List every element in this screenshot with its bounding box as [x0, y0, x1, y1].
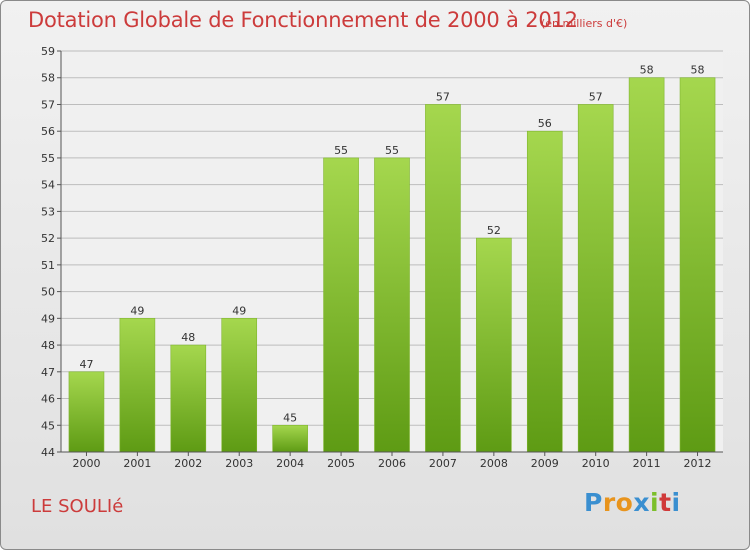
bar-2012: [679, 77, 716, 453]
bar-2010: [577, 104, 614, 453]
chart-title: Dotation Globale de Fonctionnement de 20…: [28, 8, 578, 32]
data-label-2009: 56: [538, 117, 552, 130]
logo-letter: x: [633, 488, 650, 517]
logo-letter: i: [671, 488, 681, 517]
y-tick-label: 57: [41, 98, 55, 111]
y-tick-label: 54: [41, 179, 55, 192]
x-tick-label: 2007: [429, 457, 457, 470]
y-tick-label: 52: [41, 232, 55, 245]
data-label-2003: 49: [232, 304, 246, 317]
x-tick-label: 2010: [582, 457, 610, 470]
bar-2006: [374, 157, 410, 453]
proxiti-logo[interactable]: Proxiti: [584, 488, 681, 517]
data-label-2011: 58: [640, 64, 654, 77]
x-tick-label: 2006: [378, 457, 406, 470]
logo-letter: P: [584, 488, 603, 517]
chart-unit: (en milliers d'€): [541, 17, 628, 30]
bar-2007: [425, 104, 461, 453]
y-tick-label: 48: [41, 339, 55, 352]
data-label-2006: 55: [385, 144, 399, 157]
bar-2005: [323, 157, 359, 453]
bar-2001: [119, 318, 156, 453]
x-tick-label: 2009: [531, 457, 559, 470]
y-tick-label: 45: [41, 419, 55, 432]
logo-letter: t: [659, 488, 672, 517]
x-tick-label: 2001: [123, 457, 151, 470]
y-tick-label: 53: [41, 205, 55, 218]
x-tick-label: 2004: [276, 457, 304, 470]
x-tick-label: 2005: [327, 457, 355, 470]
data-label-2000: 47: [79, 358, 93, 371]
logo-letter: o: [615, 488, 634, 517]
y-tick-label: 51: [41, 259, 55, 272]
bar-2008: [476, 237, 512, 453]
axes: 44 45 46 47 48 49 50 51 52 53 54 55 56 57 58 59 2000 2001…: [41, 45, 723, 470]
y-tick-label: 44: [41, 446, 55, 459]
data-label-2007: 57: [436, 90, 450, 103]
data-label-2004: 45: [283, 411, 297, 424]
x-tick-label: 2002: [174, 457, 202, 470]
city-name: LE SOULIé: [31, 496, 124, 517]
y-tick-label: 46: [41, 393, 55, 406]
y-tick-label: 49: [41, 312, 55, 325]
y-tick-label: 50: [41, 286, 55, 299]
data-label-2010: 57: [589, 90, 603, 103]
y-tick-label: 47: [41, 366, 55, 379]
data-label-2001: 49: [130, 304, 144, 317]
bar-2011: [628, 77, 665, 453]
x-tick-label: 2008: [480, 457, 508, 470]
data-label-2005: 55: [334, 144, 348, 157]
bar-2004: [272, 424, 308, 453]
y-tick-label: 59: [41, 45, 55, 58]
y-tick-label: 56: [41, 125, 55, 138]
logo-letter: r: [602, 488, 616, 517]
data-label-2008: 52: [487, 224, 501, 237]
bar-2009: [526, 130, 563, 453]
bars: 47 49 48 49 45 55 55 57 52 56 57 58 58: [68, 64, 716, 453]
y-tick-label: 55: [41, 152, 55, 165]
x-tick-label: 2011: [633, 457, 661, 470]
data-label-2012: 58: [691, 64, 705, 77]
logo-letter: i: [650, 488, 660, 517]
x-tick-label: 2003: [225, 457, 253, 470]
x-tick-label: 2000: [72, 457, 100, 470]
x-tick-label: 2012: [684, 457, 712, 470]
bar-2000: [68, 371, 105, 453]
data-label-2002: 48: [181, 331, 195, 344]
y-tick-label: 58: [41, 72, 55, 85]
bar-2003: [221, 318, 258, 453]
bar-2002: [170, 344, 207, 453]
